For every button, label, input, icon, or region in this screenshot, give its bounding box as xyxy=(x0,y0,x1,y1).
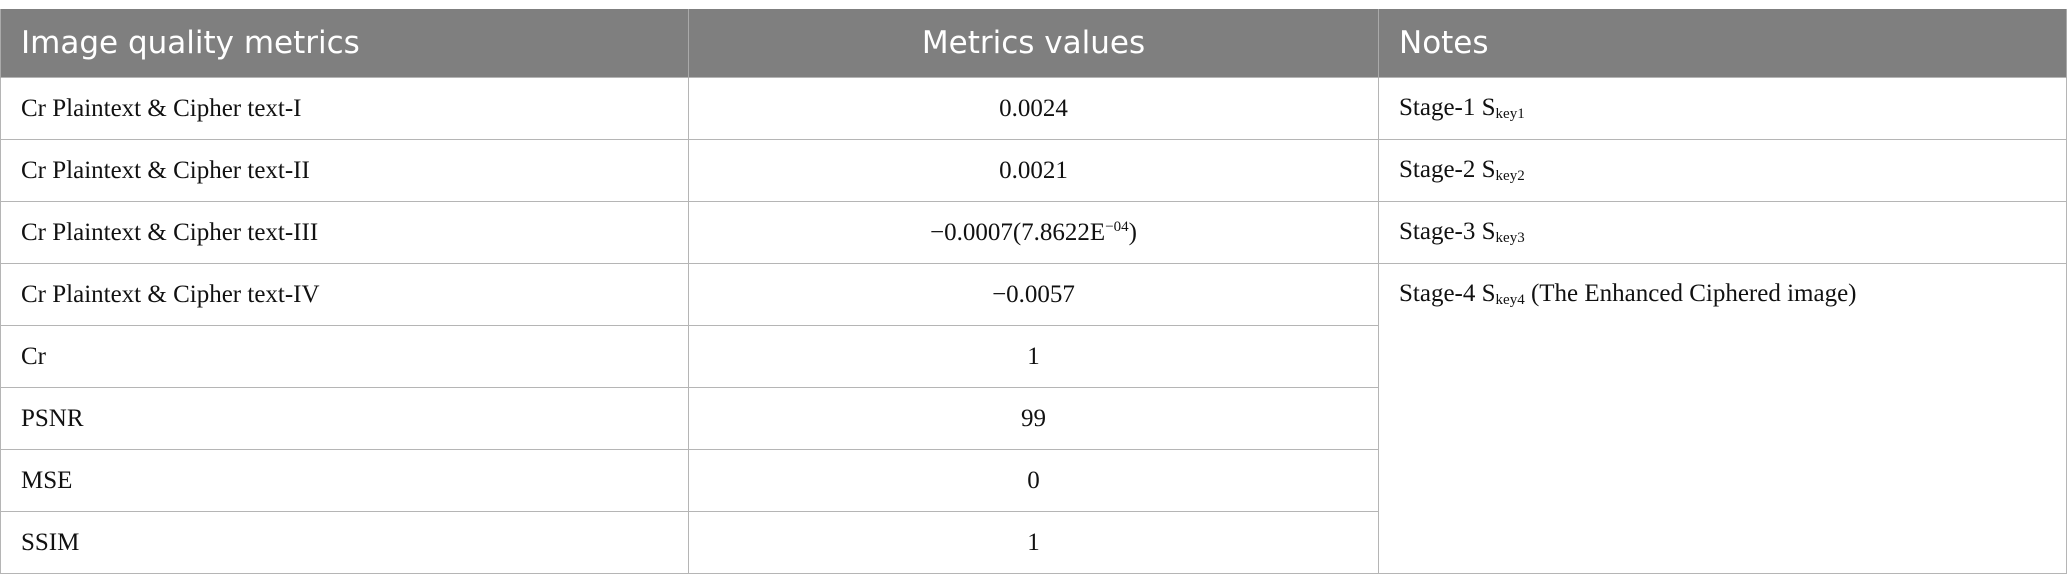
value-cell: 99 xyxy=(688,387,1379,450)
value-cell: 0.0021 xyxy=(688,139,1379,202)
table-body: Cr Plaintext & Cipher text-I 0.0024 Stage-… xyxy=(0,77,2067,574)
note-cell: Stage-1 Skey1 xyxy=(1378,77,2067,140)
table-row: Cr Plaintext & Cipher text-IV −0.0057 Stag… xyxy=(0,263,2067,574)
metric-cell: Cr Plaintext & Cipher text-IV xyxy=(0,263,689,326)
subscript: key1 xyxy=(1495,106,1525,122)
table-row: SSIM 1 xyxy=(0,511,2067,574)
metric-cell: SSIM xyxy=(0,511,689,574)
cell-text: −0.0007(7.8622E xyxy=(930,218,1106,246)
cell-text: Stage-4 S xyxy=(1399,280,1496,307)
note-cell: Stage-3 Skey3 xyxy=(1378,201,2067,264)
cell-text: Stage-3 S xyxy=(1399,218,1496,245)
header-cell: Notes xyxy=(1378,9,2067,78)
table-row: PSNR 99 xyxy=(0,387,2067,450)
header-row: Image quality metrics Metrics values Not… xyxy=(0,9,2067,78)
header-cell: Metrics values xyxy=(688,9,1379,78)
cell-text: ) xyxy=(1128,218,1137,246)
table-row: Cr Plaintext & Cipher text-II 0.0021 Stage… xyxy=(0,139,2067,202)
table-row: Cr Plaintext & Cipher text-I 0.0024 Stage-… xyxy=(0,77,2067,140)
metric-cell: Cr Plaintext & Cipher text-III xyxy=(0,201,689,264)
cell-text: Stage-2 S xyxy=(1399,156,1496,183)
cell-text: (The Enhanced Ciphered image) xyxy=(1524,280,1857,307)
metrics-table: Image quality metrics Metrics values Not… xyxy=(0,9,2067,574)
superscript: −04 xyxy=(1105,218,1129,235)
metric-cell: MSE xyxy=(0,449,689,512)
subscript: key4 xyxy=(1495,292,1525,308)
value-cell: 1 xyxy=(688,511,1379,574)
table-row: Cr Plaintext & Cipher text-III −0.0007(7.… xyxy=(0,201,2067,264)
metric-cell: Cr xyxy=(0,325,689,388)
value-cell: 0 xyxy=(688,449,1379,512)
note-cell: Stage-4 Skey4 (The Enhanced Ciphered ima… xyxy=(1378,263,2067,574)
subscript: key3 xyxy=(1495,230,1525,246)
metric-cell: Cr Plaintext & Cipher text-I xyxy=(0,77,689,140)
value-cell: 0.0024 xyxy=(688,77,1379,140)
table-row: Cr 1 xyxy=(0,325,2067,388)
cell-text: Stage-1 S xyxy=(1399,94,1496,121)
value-cell: −0.0007(7.8622E−04) xyxy=(688,201,1379,264)
value-cell: 1 xyxy=(688,325,1379,388)
value-cell: −0.0057 xyxy=(688,263,1379,326)
metric-cell: PSNR xyxy=(0,387,689,450)
note-cell: Stage-2 Skey2 xyxy=(1378,139,2067,202)
header-cell: Image quality metrics xyxy=(0,9,689,78)
metric-cell: Cr Plaintext & Cipher text-II xyxy=(0,139,689,202)
subscript: key2 xyxy=(1495,168,1525,184)
